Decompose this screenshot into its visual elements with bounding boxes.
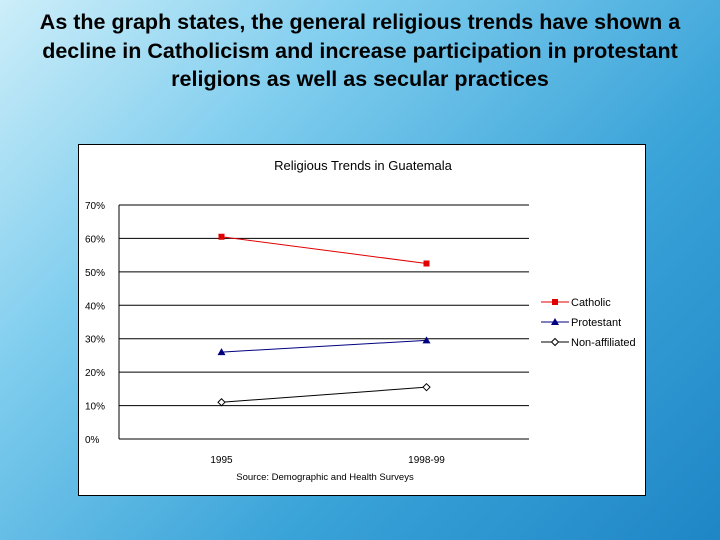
y-tick-label: 40% — [85, 301, 105, 312]
legend-label: Non-affiliated — [571, 337, 636, 349]
series-group — [217, 233, 431, 407]
data-point-marker — [423, 260, 430, 267]
source-note: Source: Demographic and Health Surveys — [236, 472, 414, 483]
line-chart: Religious Trends in Guatemala 0% 10% 20% 30… — [85, 158, 636, 483]
legend-label: Catholic — [571, 297, 611, 309]
y-tick-label: 60% — [85, 234, 105, 245]
y-tick-label: 30% — [85, 335, 105, 346]
chart-title: Religious Trends in Guatemala — [274, 158, 453, 173]
series-line-non-affiliated — [221, 386, 427, 403]
y-axis-ticks: 0% 10% 20% 30% 40% 50% 60% 70% — [85, 201, 105, 446]
data-point-marker — [217, 348, 226, 356]
data-point-marker — [551, 318, 559, 325]
data-point-marker — [217, 398, 226, 407]
data-point-marker — [550, 337, 560, 347]
gridlines — [118, 204, 529, 440]
data-point-marker — [552, 299, 558, 305]
legend-label: Protestant — [571, 317, 621, 329]
legend: Catholic Protestant Non-affiliated — [541, 297, 636, 349]
x-tick-label: 1998-99 — [408, 455, 445, 466]
y-tick-label: 50% — [85, 268, 105, 279]
data-point-marker — [422, 336, 431, 344]
x-tick-label: 1995 — [210, 455, 233, 466]
data-point-marker — [218, 233, 225, 240]
y-tick-label: 70% — [85, 201, 105, 212]
y-tick-label: 10% — [85, 402, 105, 413]
x-axis-ticks: 1995 1998-99 — [210, 455, 445, 466]
slide-title: As the graph states, the general religio… — [39, 10, 681, 91]
series-line-catholic — [221, 236, 427, 264]
y-tick-label: 0% — [85, 435, 100, 446]
chart-area: Religious Trends in Guatemala 0% 10% 20% 30… — [78, 144, 646, 496]
data-point-marker — [422, 382, 431, 392]
series-line-protestant — [221, 339, 427, 353]
y-tick-label: 20% — [85, 368, 105, 379]
